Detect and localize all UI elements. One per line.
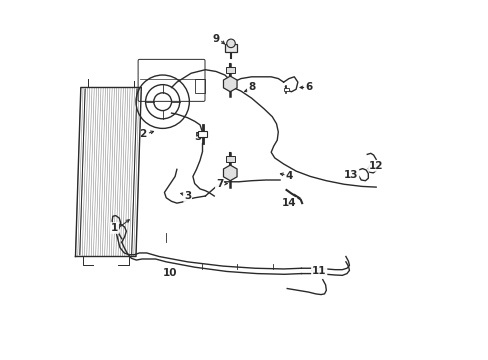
Bar [197,131,207,136]
Text: 4: 4 [285,171,292,181]
Circle shape [226,39,235,48]
Text: 8: 8 [247,82,255,93]
Text: 12: 12 [368,161,383,171]
Bar [283,88,288,91]
Bar [225,67,234,73]
Text: 7: 7 [216,179,223,189]
Text: 13: 13 [343,170,358,180]
Text: 5: 5 [194,132,202,142]
Text: 9: 9 [212,35,219,44]
Text: 10: 10 [162,267,177,278]
Text: 2: 2 [139,129,146,139]
Text: 1: 1 [111,223,118,233]
Bar [225,156,234,162]
Text: 3: 3 [183,191,191,201]
Polygon shape [223,76,237,92]
Text: 6: 6 [305,82,311,93]
Bar [194,78,205,93]
Text: 14: 14 [281,198,296,208]
Polygon shape [223,165,237,181]
Text: 11: 11 [311,266,326,276]
Bar [224,44,237,52]
